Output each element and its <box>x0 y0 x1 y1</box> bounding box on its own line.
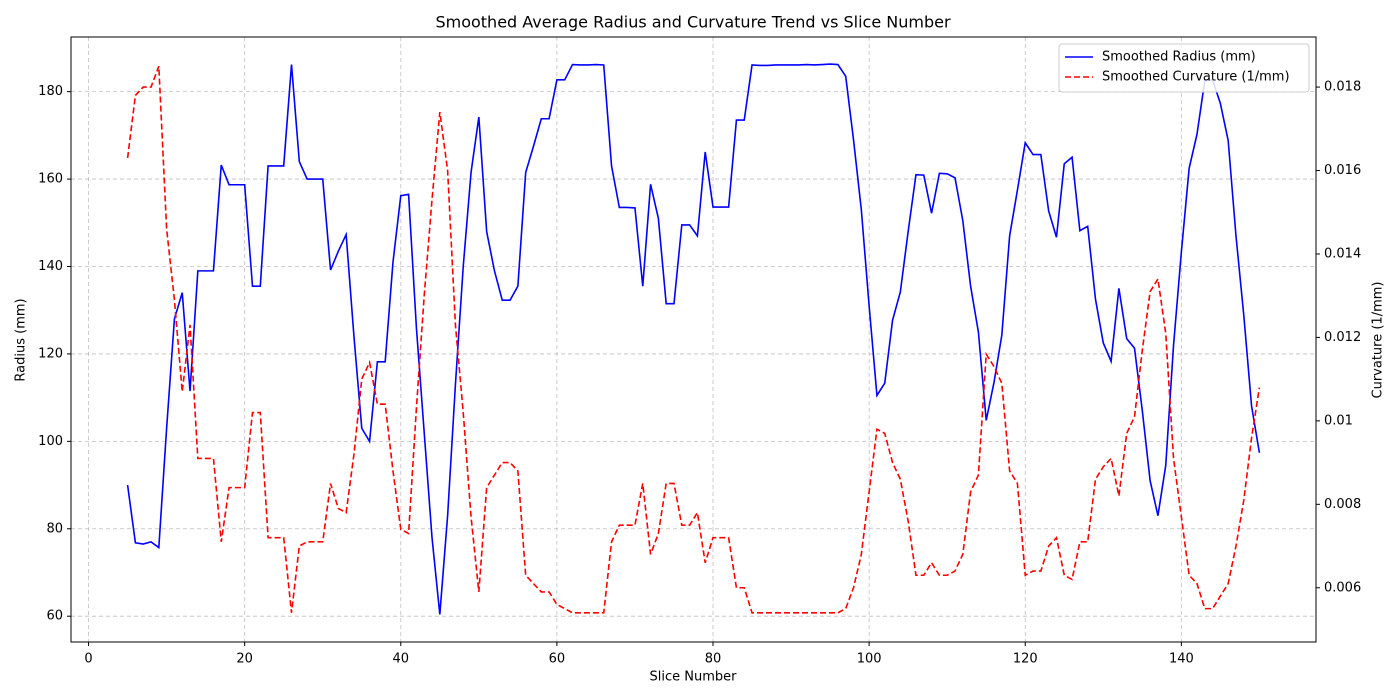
y2-tick-label: 0.014 <box>1324 246 1361 261</box>
y-tick-label: 80 <box>46 521 63 536</box>
legend: Smoothed Radius (mm) Smoothed Curvature (… <box>1058 43 1310 93</box>
y2-tick-label: 0.016 <box>1324 163 1361 178</box>
y-tick-label: 180 <box>38 84 63 99</box>
y2-tick-label: 0.006 <box>1324 580 1361 595</box>
x-axis-label: Slice Number <box>650 670 738 685</box>
y2-tick-label: 0.018 <box>1324 80 1361 95</box>
y-tick-label: 140 <box>38 259 63 274</box>
chart-title: Smoothed Average Radius and Curvature Tr… <box>435 13 951 32</box>
x-tick-label: 80 <box>705 652 722 667</box>
y-axis-label: Radius (mm) <box>14 298 29 381</box>
legend-box <box>1058 43 1310 93</box>
y-tick-label: 60 <box>46 609 63 624</box>
x-tick-label: 0 <box>84 652 92 667</box>
x-tick-label: 20 <box>236 652 253 667</box>
y2-tick-label: 0.012 <box>1324 330 1361 345</box>
series-line <box>126 65 1261 614</box>
x-tick-label: 140 <box>1169 652 1194 667</box>
y-tick-label: 120 <box>38 346 63 361</box>
plot-frame <box>70 36 1317 643</box>
x-tick-label: 120 <box>1013 652 1038 667</box>
x-tick-label: 100 <box>857 652 882 667</box>
series-line <box>126 63 1261 615</box>
y2-tick-label: 0.008 <box>1324 497 1361 512</box>
x-tick-label: 40 <box>393 652 410 667</box>
y-tick-label: 100 <box>38 434 63 449</box>
legend-label: Smoothed Curvature (1/mm) <box>1102 70 1290 85</box>
y2-axis-label: Curvature (1/mm) <box>1371 282 1386 399</box>
y-tick-label: 160 <box>38 172 63 187</box>
y2-tick-label: 0.01 <box>1324 413 1353 428</box>
legend-label: Smoothed Radius (mm) <box>1102 50 1256 65</box>
x-tick-label: 60 <box>549 652 566 667</box>
